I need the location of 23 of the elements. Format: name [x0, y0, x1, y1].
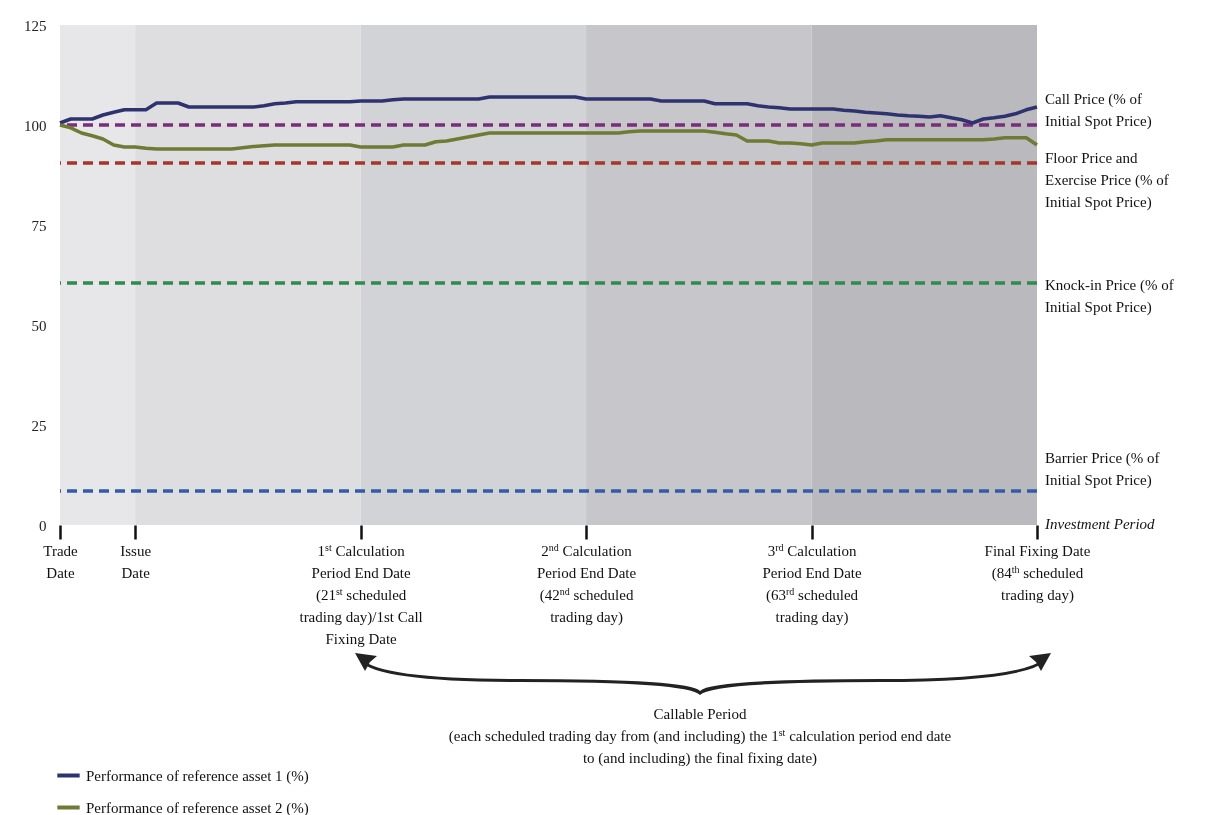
x-tick-label: 3$^{rd}$ Calculation Period End Date (63$^{rd}$ scheduled trading day) — [762, 541, 862, 626]
line-series — [58, 95, 1039, 125]
y-tick-label: 75 — [31, 217, 47, 234]
category-label: 1$^{st}$ Calculation Period End Date (21$^{st}$ scheduled trading day)/1st Call Fixing Date — [299, 541, 423, 647]
ref-line-label: Barrier Price (% of Initial Spot Price) — [1045, 450, 1160, 489]
legend-label: Performance of reference asset 2 (%) — [86, 799, 309, 815]
y-tick-label: 50 — [31, 317, 47, 334]
y-tick-label: 100 — [24, 117, 47, 134]
text: (each scheduled trading day from (and including) the 1$^{st}$ calculation period end date to (and including) the final fixing date) — [448, 726, 952, 767]
x-tick-label: Trade Date — [43, 542, 79, 581]
text: Callable Period — [653, 706, 747, 722]
line-series — [58, 123, 1039, 151]
y-tick-label: 25 — [31, 417, 47, 434]
ref-line-label: Floor Price and Exercise Price (% of Initial Spot Price) — [1045, 150, 1169, 211]
y-tick-label: 125 — [24, 17, 47, 34]
y-tick-label: 0 — [39, 517, 47, 534]
x-tick-label: Final Fixing Date (84$^{th}$ scheduled trading day) — [984, 542, 1091, 604]
text: Investment Period — [1044, 516, 1156, 532]
x-tick-label: Issue Date — [120, 542, 152, 581]
x-tick-label: 2$^{nd}$ Calculation Period End Date (42$^{nd}$ scheduled trading day) — [537, 541, 637, 626]
ref-line-label: Call Price (% of Initial Spot Price) — [1045, 91, 1152, 130]
ref-line-label: Knock-in Price (% of Initial Spot Price) — [1045, 277, 1174, 316]
legend-label: Performance of reference asset 1 (%) — [86, 767, 309, 785]
